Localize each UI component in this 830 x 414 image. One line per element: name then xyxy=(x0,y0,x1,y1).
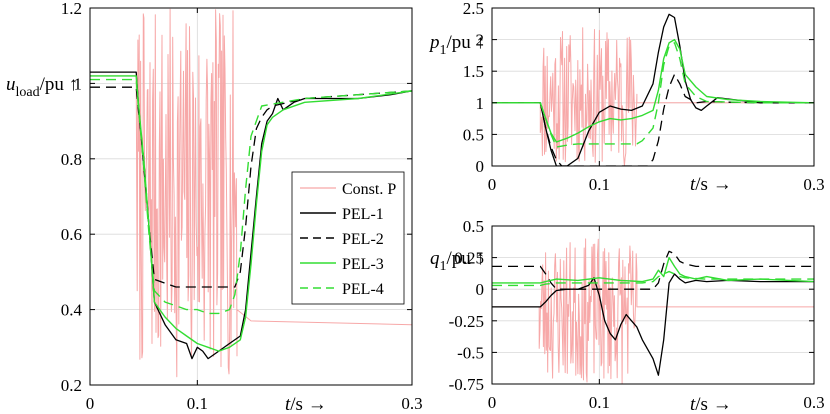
chart-top-right: 0 0.5 1 1.5 2 2.5 0 0.1 0.3 p1/pu ↑ t/s → xyxy=(428,0,825,195)
plot-area xyxy=(90,8,412,378)
y-tick-label: 2.5 xyxy=(463,0,484,18)
series-line-pel-1 xyxy=(492,13,814,166)
series-line-pel-2 xyxy=(492,250,814,290)
legend-label: PEL-3 xyxy=(342,256,384,273)
y-tick-label: 1.2 xyxy=(61,0,82,18)
x-tick-label: 0 xyxy=(488,175,497,194)
y-tick-label: 0.6 xyxy=(61,225,82,244)
x-axis-label: t/s → xyxy=(285,394,327,414)
legend-label: PEL-2 xyxy=(342,231,384,248)
x-tick-label: 0 xyxy=(488,393,497,412)
y-tick-label: -0.5 xyxy=(457,343,484,362)
axes-frame xyxy=(89,7,413,386)
series-line-pel-4 xyxy=(492,42,814,148)
y-tick-label: 1.5 xyxy=(463,62,484,81)
series-line-const-p xyxy=(90,8,412,378)
plot-area xyxy=(492,238,814,384)
y-tick-label: 0.25 xyxy=(454,249,484,268)
y-tick-label: 0.8 xyxy=(61,150,82,169)
x-tick-label: 0.3 xyxy=(803,175,824,194)
series-line-const-p xyxy=(492,27,814,166)
legend-label: Const. P xyxy=(342,181,396,198)
y-tick-label: -0.25 xyxy=(449,312,484,331)
x-tick-label: 0.1 xyxy=(187,394,208,413)
chart-bottom-right: -0.75 -0.5 -0.25 0 0.25 0.5 0 0.1 0.3 q1/pu ↑ t/s … xyxy=(430,217,825,414)
legend: Const. P PEL-1 PEL-2 PEL-3 PEL-4 xyxy=(291,171,405,305)
legend-label: PEL-1 xyxy=(342,206,384,223)
y-tick-label: 2 xyxy=(476,31,485,50)
y-axis-label: q1/pu ↑ xyxy=(430,248,485,274)
x-axis-label: t/s → xyxy=(690,394,732,414)
y-tick-label: -0.75 xyxy=(449,375,484,394)
legend-box xyxy=(291,171,405,305)
x-tick-label: 0 xyxy=(86,394,95,413)
y-tick-label: 0.4 xyxy=(61,301,83,320)
chart-left: 0.2 0.4 0.6 0.8 1 1.2 0 0.1 0.3 uload/pu ↑ t/s → Co… xyxy=(6,0,423,414)
x-tick-label: 0.1 xyxy=(589,393,610,412)
y-tick-label: 0.2 xyxy=(61,376,82,395)
y-axis-label: p1/pu ↑ xyxy=(428,32,485,58)
y-tick-label: 0.5 xyxy=(463,217,484,236)
series-line-pel-4 xyxy=(90,78,412,315)
y-tick-label: 0.5 xyxy=(463,125,484,144)
axes-frame xyxy=(491,225,815,385)
series-line-pel-2 xyxy=(492,73,814,166)
x-axis-label: t/s → xyxy=(690,174,732,195)
y-tick-label: 0 xyxy=(476,280,485,299)
series-line-pel-3 xyxy=(492,38,814,143)
series-line-pel-4 xyxy=(492,270,814,287)
x-tick-label: 0.3 xyxy=(401,394,422,413)
y-tick-label: 0 xyxy=(476,157,485,176)
y-tick-label: 1 xyxy=(476,94,485,113)
axes-frame xyxy=(491,7,815,167)
x-tick-label: 0.1 xyxy=(589,175,610,194)
x-tick-label: 0.3 xyxy=(803,393,824,412)
series-line-const-p xyxy=(492,238,814,384)
y-axis-label: uload/pu ↑ xyxy=(6,74,78,100)
legend-label: PEL-4 xyxy=(342,281,384,298)
series-line-pel-3 xyxy=(492,256,814,284)
y-tick-label: 1 xyxy=(74,74,83,93)
plot-area xyxy=(492,13,814,166)
